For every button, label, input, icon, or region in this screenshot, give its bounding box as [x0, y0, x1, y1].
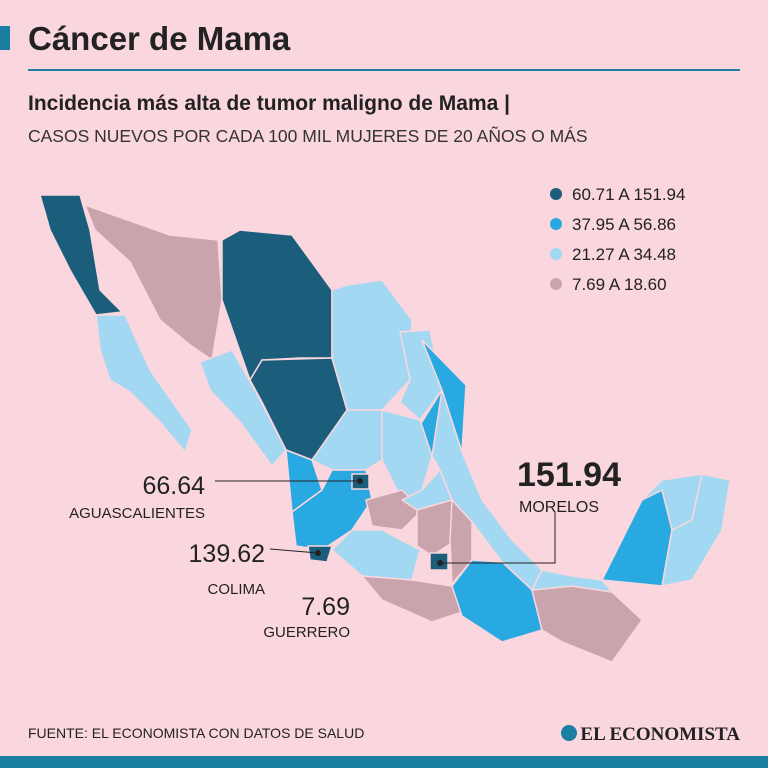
state: [95, 314, 193, 453]
state: [531, 569, 613, 593]
callout-dot: [357, 478, 363, 484]
title-marker: [0, 26, 10, 50]
state: [199, 349, 287, 467]
callout-lines: [215, 478, 556, 566]
legend-swatch: [550, 188, 562, 200]
subtitle: Incidencia más alta de tumor maligno de …: [28, 92, 510, 115]
callout-value: 151.94: [517, 456, 621, 494]
callout-label: MORELOS: [519, 499, 599, 516]
callout-dot: [437, 560, 443, 566]
map: [39, 194, 731, 663]
callout-label: COLIMA: [207, 581, 265, 598]
callout-dot: [315, 550, 321, 556]
callout-label: AGUASCALIENTES: [69, 505, 205, 522]
legend-label: 37.95 A 56.86: [572, 215, 676, 234]
legend-swatch: [550, 248, 562, 260]
legend-label: 21.27 A 34.48: [572, 245, 676, 264]
brand-logo: [561, 725, 577, 741]
callout-value: 7.69: [301, 593, 350, 621]
legend-swatch: [550, 278, 562, 290]
callout-line: [440, 512, 556, 564]
legend: 60.71 A 151.94 37.95 A 56.86 21.27 A 34.48…: [550, 185, 685, 294]
legend-swatch: [550, 218, 562, 230]
state: [84, 204, 223, 361]
legend-label: 60.71 A 151.94: [572, 185, 685, 204]
state: [416, 499, 457, 557]
title: Cáncer de Mama: [28, 20, 291, 57]
state: [661, 473, 731, 587]
callout-value: 66.64: [142, 472, 205, 500]
callout-line: [269, 548, 319, 554]
footer-bar: [0, 756, 768, 768]
callout-label: GUERRERO: [263, 624, 350, 641]
state: [39, 194, 123, 316]
legend-label: 7.69 A 18.60: [572, 275, 667, 294]
callout-value: 139.62: [189, 540, 265, 568]
source: FUENTE: EL ECONOMISTA CON DATOS DE SALUD: [28, 725, 364, 741]
brand: EL ECONOMISTA: [580, 724, 740, 745]
description: CASOS NUEVOS POR CADA 100 MIL MUJERES DE…: [28, 125, 588, 146]
